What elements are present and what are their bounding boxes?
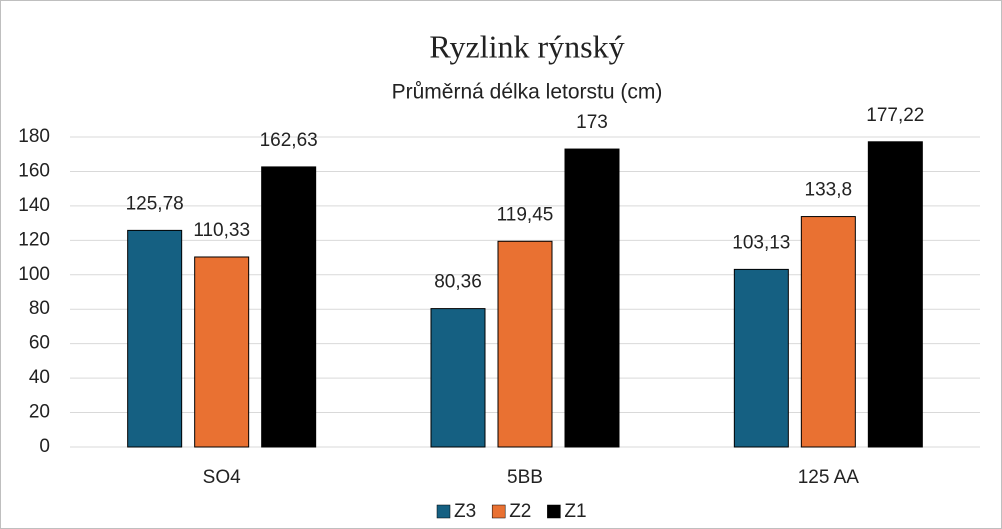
bar: [564, 148, 620, 448]
y-tick-label: 100: [18, 264, 50, 285]
bar: [867, 141, 923, 448]
bar: [497, 240, 553, 448]
y-tick-label: 140: [18, 195, 50, 216]
data-label: 103,13: [732, 232, 790, 253]
bar: [127, 229, 183, 448]
bar: [194, 256, 250, 448]
chart-title: Ryzlink rýnský: [429, 28, 624, 64]
legend-label: Z2: [509, 501, 531, 522]
x-tick-label: 125 AA: [798, 467, 860, 488]
bar: [430, 308, 486, 448]
chart-subtitle: Průměrná délka letorstu (cm): [392, 81, 663, 104]
x-tick-label: SO4: [203, 467, 241, 488]
data-label: 133,8: [805, 180, 853, 201]
y-tick-label: 20: [29, 402, 50, 423]
legend-label: Z1: [564, 501, 586, 522]
data-label: 119,45: [497, 204, 554, 225]
y-tick-label: 0: [39, 436, 50, 457]
legend-label: Z3: [454, 501, 476, 522]
x-tick-label: 5BB: [507, 467, 543, 488]
data-label: 162,63: [260, 130, 318, 151]
data-label: 173: [576, 112, 608, 133]
y-tick-label: 60: [29, 333, 50, 354]
data-label: 80,36: [434, 272, 482, 293]
bar: [800, 216, 856, 448]
data-label: 110,33: [193, 220, 250, 241]
legend-swatch: [436, 504, 451, 519]
legend-swatch: [491, 504, 506, 519]
bar: [733, 268, 789, 448]
data-label: 177,22: [866, 105, 924, 126]
y-tick-label: 80: [29, 298, 50, 319]
bar: [261, 166, 317, 448]
y-tick-label: 120: [18, 229, 50, 250]
data-label: 125,78: [126, 193, 184, 214]
legend-swatch: [547, 504, 561, 519]
y-tick-label: 40: [29, 367, 50, 388]
y-tick-label: 180: [18, 126, 50, 147]
y-tick-label: 160: [18, 160, 50, 181]
